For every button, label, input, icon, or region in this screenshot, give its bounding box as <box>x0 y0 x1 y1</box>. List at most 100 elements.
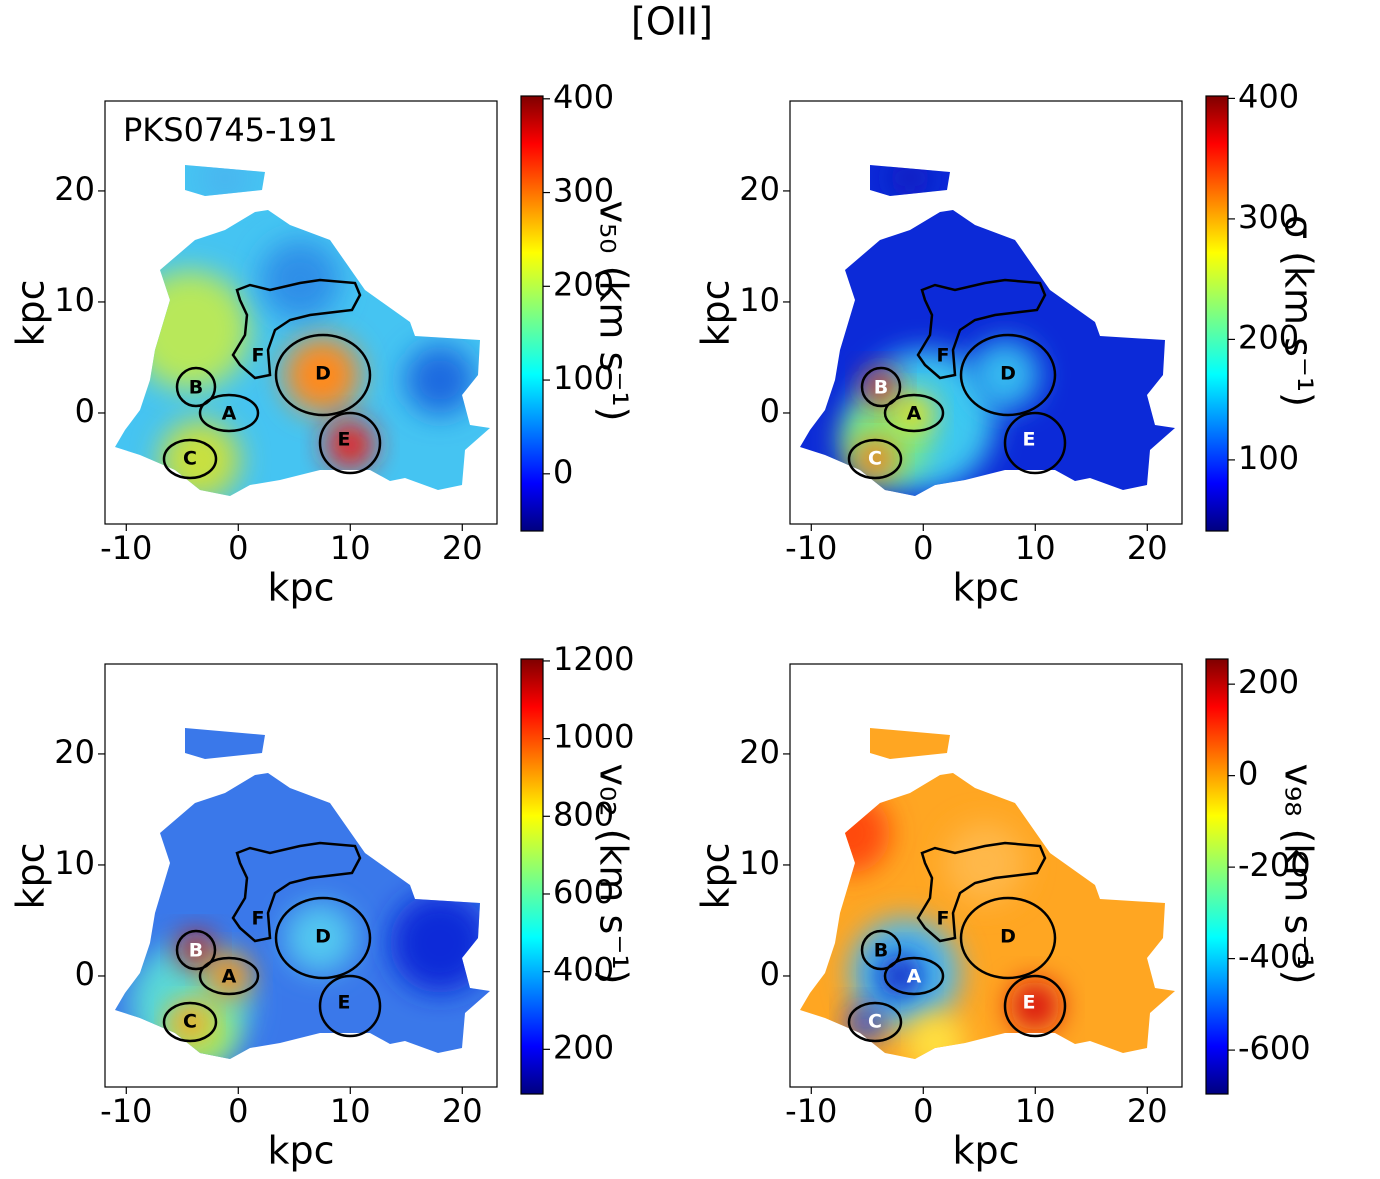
colorbar-tick-label: 100 <box>553 359 614 397</box>
x-tick-label: 10 <box>1015 1092 1056 1130</box>
region-outline <box>274 333 372 417</box>
region-label: D <box>315 926 331 948</box>
colorbar <box>520 658 544 1095</box>
axes-frame <box>104 663 498 1088</box>
x-tick-label: 20 <box>1127 529 1168 567</box>
map-blob <box>130 270 250 390</box>
colorbar-tick-label: 300 <box>553 172 614 210</box>
region-outline <box>231 841 362 943</box>
colorbar-tick-label: -400 <box>1238 938 1311 976</box>
colorbar-tick-label: 400 <box>553 78 614 116</box>
region-label: B <box>874 940 888 962</box>
region-label: B <box>189 940 203 962</box>
region-outline <box>318 411 382 475</box>
y-tick-label: 10 <box>54 281 95 319</box>
map-blob <box>172 1004 208 1040</box>
map-blob <box>905 1013 965 1059</box>
region-label: B <box>189 377 203 399</box>
x-axis-label: kpc <box>952 1129 1019 1173</box>
region-label: E <box>338 429 351 451</box>
map-blob <box>207 954 251 998</box>
y-tick-label: 10 <box>739 844 780 882</box>
colorbar-tick-label: 300 <box>1238 198 1299 236</box>
y-tick-label: 10 <box>54 844 95 882</box>
region-outline <box>883 956 945 996</box>
map-blob <box>894 393 934 433</box>
x-tick-label: 20 <box>1127 1092 1168 1130</box>
region-outline <box>959 896 1057 980</box>
map-blob <box>325 420 375 470</box>
region-label: E <box>338 992 351 1014</box>
map-blob <box>405 345 475 415</box>
colorbar <box>520 95 544 532</box>
region-outline <box>1003 411 1067 475</box>
region-outline <box>162 438 218 480</box>
region-label: B <box>874 377 888 399</box>
x-axis-label: kpc <box>267 566 334 610</box>
colorbar-tick-label: 400 <box>1238 77 1299 115</box>
region-outline <box>198 956 260 996</box>
axes-frame <box>789 663 1183 1088</box>
axes-frame <box>789 100 1183 525</box>
region-label: F <box>252 908 265 930</box>
x-tick-label: -10 <box>785 1092 837 1130</box>
region-outline <box>1003 974 1067 1038</box>
map-fill <box>800 728 1175 1059</box>
region-outline <box>883 393 945 433</box>
region-label: F <box>252 345 265 367</box>
region-outline <box>847 1001 903 1043</box>
y-tick-label: 0 <box>760 392 780 430</box>
colorbar-tick-label: 400 <box>553 951 614 989</box>
y-axis-label: kpc <box>9 279 53 346</box>
y-tick-label: 20 <box>739 733 780 771</box>
y-axis-label: kpc <box>9 842 53 909</box>
colorbar-tick-label: -200 <box>1238 846 1311 884</box>
region-outline <box>274 896 372 980</box>
region-label: E <box>1023 992 1036 1014</box>
colorbar-tick-label: 200 <box>1238 318 1299 356</box>
region-outline <box>175 366 217 408</box>
x-tick-label: -10 <box>100 1092 152 1130</box>
annotation: PKS0745-191 <box>123 111 338 149</box>
region-outline <box>318 974 382 1038</box>
x-tick-label: 0 <box>228 1092 248 1130</box>
map-blob <box>390 893 490 993</box>
colorbar-tick-label: 1000 <box>553 718 634 756</box>
colorbar-label: σ (km s⁻¹) <box>1277 215 1321 407</box>
region-label: C <box>183 448 197 470</box>
region-label: C <box>183 1011 197 1033</box>
colorbar-tick-label: 0 <box>553 453 573 491</box>
colorbar <box>1205 658 1229 1095</box>
region-label: A <box>222 966 237 988</box>
colorbar-tick-label: 800 <box>553 795 614 833</box>
map-blob <box>945 823 1025 903</box>
x-tick-label: 0 <box>228 529 248 567</box>
y-tick-label: 0 <box>75 392 95 430</box>
x-axis-label: kpc <box>267 1129 334 1173</box>
map-blob <box>1010 981 1060 1031</box>
region-outline <box>175 929 217 971</box>
map-blob <box>863 369 899 405</box>
region-label: F <box>937 908 950 930</box>
x-tick-label: -10 <box>785 529 837 567</box>
y-tick-label: 20 <box>54 733 95 771</box>
y-tick-label: 20 <box>739 170 780 208</box>
colorbar-tick-label: 0 <box>1238 755 1258 793</box>
map-blob <box>200 165 250 203</box>
colorbar-tick-label: 600 <box>553 873 614 911</box>
map-blob <box>178 932 214 968</box>
map-blob <box>284 337 360 413</box>
map-blob <box>810 793 890 873</box>
x-tick-label: 10 <box>1015 529 1056 567</box>
colorbar-tick-label: -600 <box>1238 1029 1311 1067</box>
x-tick-label: -10 <box>100 529 152 567</box>
region-outline <box>231 278 362 380</box>
map-image: AB C D E F <box>115 728 490 1059</box>
colorbar-tick-label: 1200 <box>553 640 634 678</box>
map-image: AB C D E F <box>115 165 490 496</box>
region-outline <box>959 333 1057 417</box>
region-label: D <box>1000 926 1016 948</box>
